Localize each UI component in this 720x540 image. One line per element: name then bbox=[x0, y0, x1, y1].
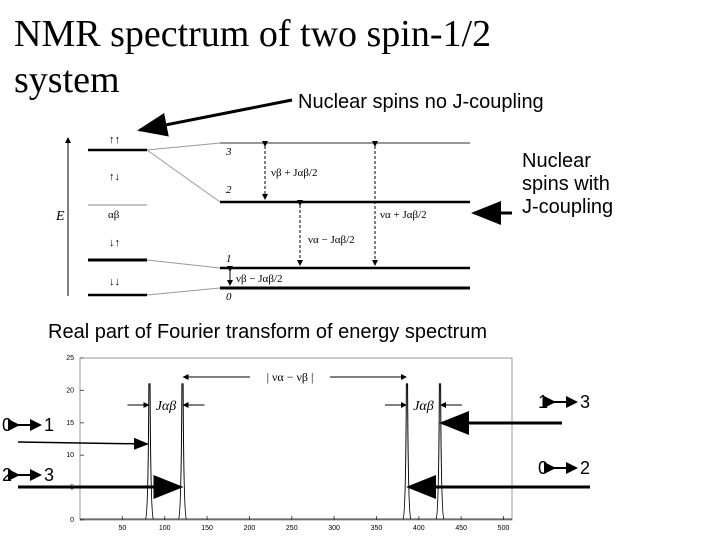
connector bbox=[146, 287, 221, 296]
x-tick-label: 450 bbox=[455, 525, 467, 532]
y-tick-label: 10 bbox=[66, 452, 74, 459]
x-tick-label: 300 bbox=[328, 525, 340, 532]
x-tick-label: 400 bbox=[413, 525, 425, 532]
x-tick-label: 150 bbox=[201, 525, 213, 532]
state-label: ↓↑ bbox=[109, 237, 120, 249]
transition-to: 3 bbox=[44, 465, 54, 485]
transition-from: 0 bbox=[2, 415, 12, 435]
y-tick-label: 20 bbox=[66, 387, 74, 394]
y-tick-label: 15 bbox=[66, 420, 74, 427]
connector bbox=[146, 142, 221, 151]
y-tick-label: 25 bbox=[66, 355, 74, 362]
x-tick-label: 100 bbox=[159, 525, 171, 532]
title-line: system bbox=[14, 59, 120, 101]
transition-to: 1 bbox=[44, 415, 54, 435]
pointer-arrow bbox=[17, 437, 149, 450]
connector bbox=[146, 149, 221, 203]
plot-frame bbox=[79, 357, 513, 521]
energy-diagram bbox=[65, 137, 470, 297]
spectrum-peak bbox=[402, 383, 412, 520]
level-label: 2 bbox=[226, 184, 232, 196]
x-tick-label: 250 bbox=[286, 525, 298, 532]
transition-label: νβ − Jαβ/2 bbox=[236, 273, 282, 285]
spectrum-title: Real part of Fourier transform of energy… bbox=[48, 321, 487, 343]
transition-from: 1 bbox=[538, 392, 548, 412]
splitting-label: | να − νβ | bbox=[267, 370, 314, 384]
connector bbox=[146, 259, 221, 269]
spectrum-peak bbox=[178, 383, 187, 520]
note: Nuclear spins no J-coupling bbox=[298, 91, 544, 113]
spectrum-peak bbox=[144, 383, 154, 520]
coupling-label: Jαβ bbox=[413, 399, 434, 414]
x-tick-label: 500 bbox=[498, 525, 510, 532]
spectrum-peak bbox=[435, 383, 445, 520]
transition-label: να + Jαβ/2 bbox=[380, 209, 427, 221]
state-label: αβ bbox=[108, 209, 120, 221]
transition-from: 2 bbox=[2, 465, 12, 485]
y-tick-label: 0 bbox=[70, 517, 74, 524]
transition-from: 0 bbox=[538, 458, 548, 478]
x-tick-label: 200 bbox=[244, 525, 256, 532]
level-label: 3 bbox=[225, 146, 232, 158]
coupling-label: Jαβ bbox=[156, 399, 177, 414]
note: Nuclear spins with J-coupling bbox=[522, 150, 614, 218]
transition-label: να − Jαβ/2 bbox=[308, 234, 355, 246]
state-label: ↑↑ bbox=[109, 134, 120, 146]
title-line: NMR spectrum of two spin-1/2 bbox=[14, 13, 491, 55]
axis-label: E bbox=[55, 209, 65, 224]
state-label: ↑↓ bbox=[109, 171, 120, 183]
spectrum-plot: 051015202550100150200250300350400450500J… bbox=[2, 355, 590, 532]
level-label: 0 bbox=[226, 291, 232, 303]
transition-to: 2 bbox=[580, 458, 590, 478]
x-tick-label: 50 bbox=[118, 525, 126, 532]
transition-to: 3 bbox=[580, 392, 590, 412]
transition-label: νβ + Jαβ/2 bbox=[271, 167, 317, 179]
level-label: 1 bbox=[226, 253, 232, 265]
pointer-arrow bbox=[137, 98, 293, 137]
x-tick-label: 350 bbox=[371, 525, 383, 532]
state-label: ↓↓ bbox=[109, 276, 120, 288]
